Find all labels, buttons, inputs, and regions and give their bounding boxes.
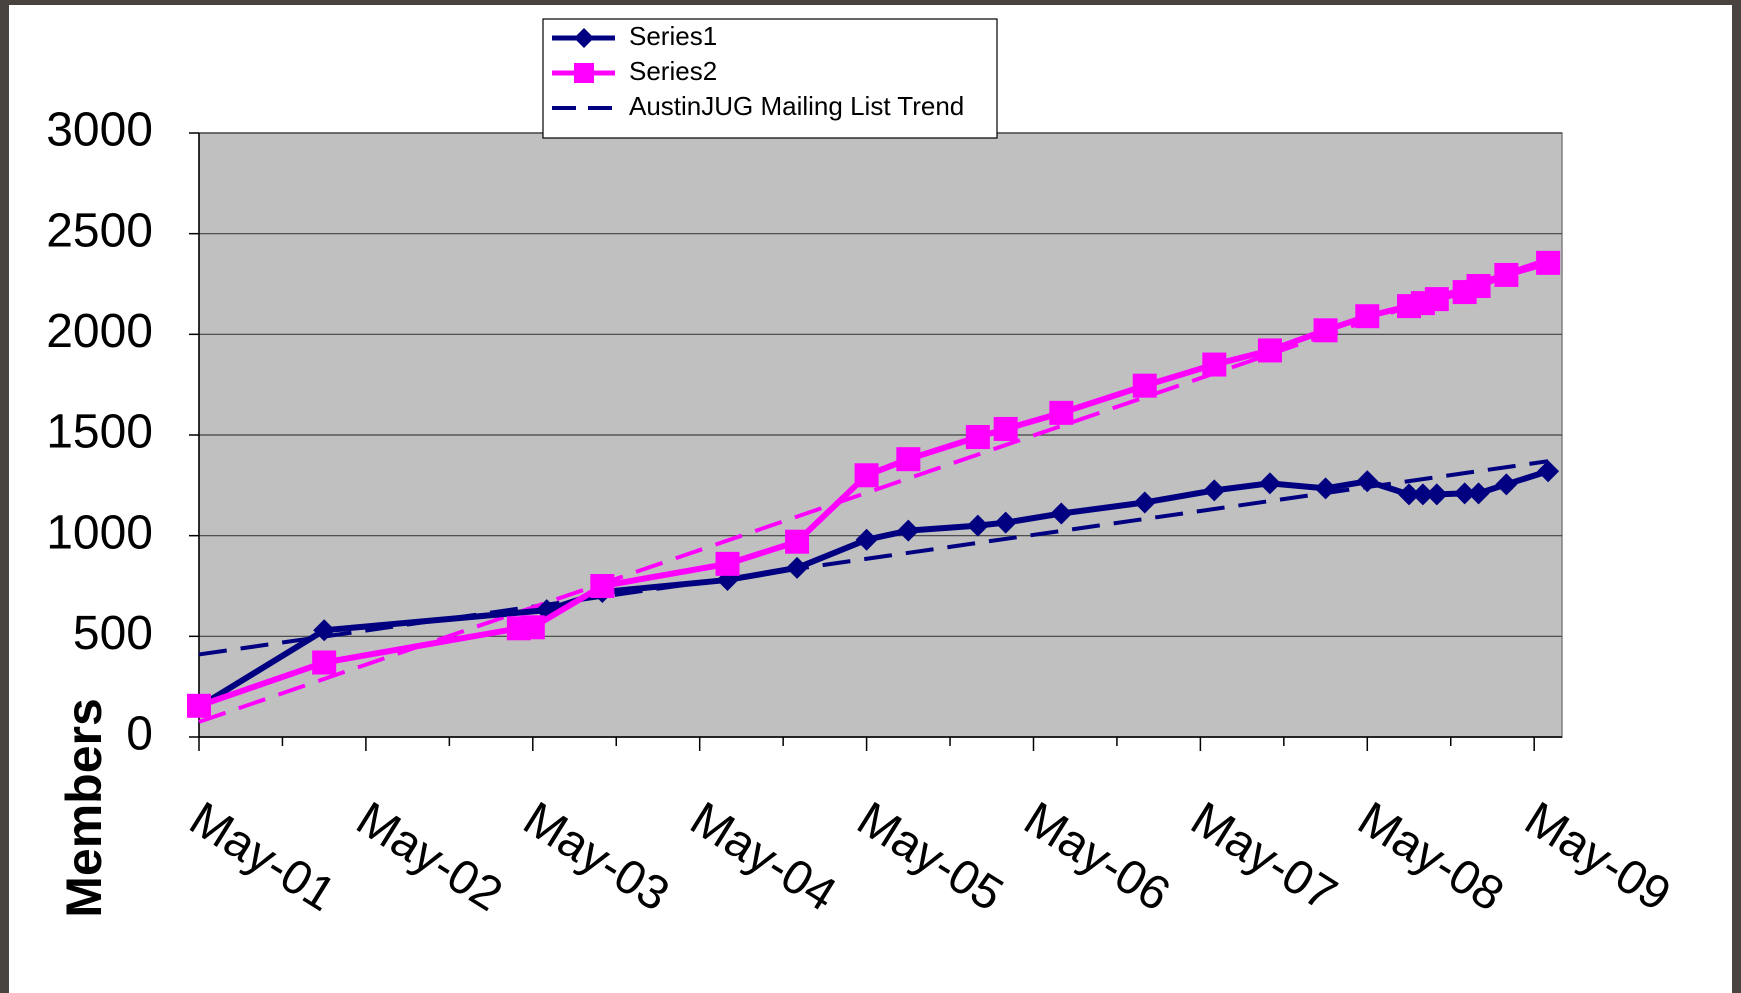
marker [1355, 304, 1380, 329]
marker [1050, 502, 1073, 525]
legend-label: AustinJUG Mailing List Trend [629, 91, 964, 121]
marker [896, 447, 921, 472]
marker [1314, 477, 1337, 500]
marker [313, 619, 336, 642]
marker [785, 529, 810, 554]
y-tick-label: 1500 [46, 406, 153, 459]
marker [1398, 483, 1421, 506]
marker [1356, 470, 1379, 493]
marker [1466, 274, 1491, 299]
marker [786, 556, 809, 579]
y-tick-label: 1000 [46, 506, 153, 559]
marker [965, 425, 990, 450]
marker [1453, 482, 1476, 505]
y-tick-label: 3000 [46, 104, 153, 157]
marker [1049, 400, 1074, 425]
marker [1202, 352, 1227, 377]
marker [897, 519, 920, 542]
marker [1132, 373, 1157, 398]
y-tick-label: 2000 [46, 305, 153, 358]
marker [1424, 287, 1449, 312]
marker [590, 574, 615, 598]
marker [1425, 483, 1448, 506]
y-tick-label: 0 [126, 708, 153, 761]
marker [187, 693, 211, 718]
marker [854, 463, 879, 488]
y-axis-label: Members [56, 698, 112, 918]
marker [1536, 250, 1561, 275]
legend-label: Series1 [629, 21, 717, 51]
marker [1257, 338, 1282, 363]
marker [1494, 262, 1519, 287]
marker [1495, 473, 1518, 496]
y-tick-label: 500 [73, 607, 153, 660]
marker [520, 615, 545, 640]
legend-box [542, 18, 998, 139]
marker [966, 514, 989, 537]
marker [993, 416, 1018, 441]
y-tick-label: 2500 [46, 204, 153, 257]
marker [994, 511, 1017, 534]
marker [1133, 491, 1156, 514]
legend-marker [574, 28, 594, 48]
marker [1203, 479, 1226, 502]
marker [715, 551, 740, 576]
legend-label: Series2 [629, 56, 717, 86]
marker [1537, 460, 1560, 483]
marker [312, 650, 337, 675]
marker [1258, 472, 1281, 495]
marker [1467, 482, 1490, 505]
legend-marker [574, 63, 594, 83]
marker [855, 528, 878, 551]
marker [1313, 318, 1338, 343]
marker [1411, 483, 1434, 506]
legend: Series1 Series2 AustinJUG Mailing List Tre… [542, 18, 998, 139]
